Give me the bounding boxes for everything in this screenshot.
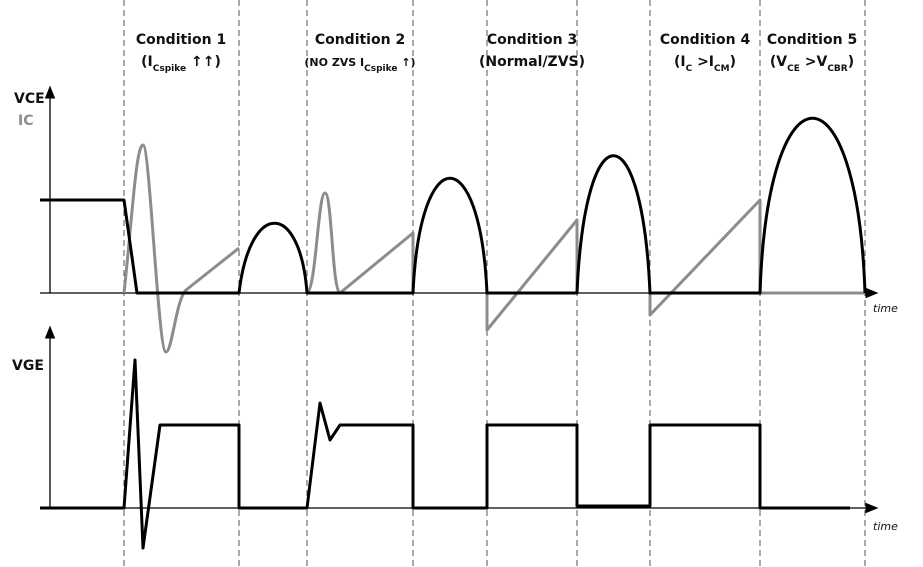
note-text: (Normal/ZVS) [479, 54, 585, 70]
subscript: CM [714, 64, 730, 74]
note-text: ) [848, 54, 854, 70]
time-label: time [873, 302, 898, 315]
note-text: (V [770, 54, 787, 70]
note-text: (I [141, 54, 153, 70]
subscript: C [686, 64, 693, 74]
subscript: Cspike [153, 64, 186, 74]
note-text: >V [800, 54, 828, 70]
ic-wave [122, 143, 865, 354]
subscript: CBR [827, 64, 847, 74]
condition-note: (ICspike ↑↑) [141, 54, 221, 74]
condition-title: Condition 2 [315, 32, 405, 48]
axes [40, 85, 879, 514]
condition-title: Condition 4 [660, 32, 751, 48]
note-text: ↑↑) [186, 54, 221, 70]
condition-note: (NO ZVS ICspike ↑) [304, 56, 415, 74]
note-text: ) [730, 54, 736, 70]
vce-wave [40, 116, 867, 295]
condition-note: (IC >ICM) [674, 54, 736, 74]
note-text: (I [674, 54, 686, 70]
time-label: time [873, 520, 898, 533]
condition-note: (VCE >VCBR) [770, 54, 854, 74]
note-text: >I [692, 54, 714, 70]
condition-title: Condition 3 [487, 32, 577, 48]
condition-labels: Condition 1(ICspike ↑↑)Condition 2(NO ZV… [136, 32, 857, 74]
condition-note: (Normal/ZVS) [479, 54, 585, 70]
subscript: Cspike [364, 64, 397, 74]
dividers [123, 0, 866, 567]
vge-wave [40, 358, 850, 550]
ic-label: IC [18, 113, 33, 129]
condition-title: Condition 5 [767, 32, 857, 48]
vge-label: VGE [12, 358, 44, 374]
vce-label: VCE [14, 91, 45, 107]
note-text: ↑) [398, 56, 416, 69]
condition-title: Condition 1 [136, 32, 226, 48]
subscript: CE [787, 64, 800, 74]
note-text: (NO ZVS I [304, 56, 364, 69]
